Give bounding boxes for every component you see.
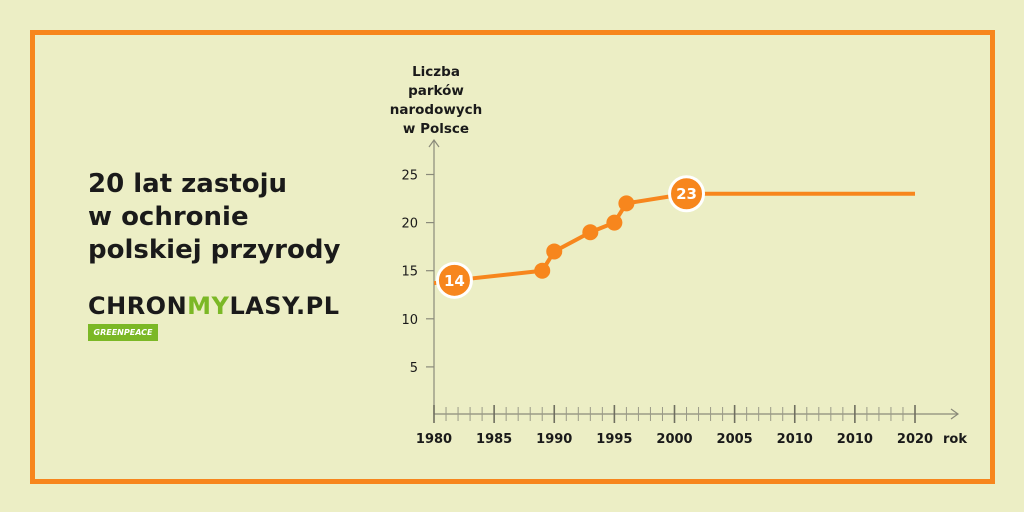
x-axis-arrow	[950, 408, 960, 420]
brand-part-2: MY	[187, 292, 230, 320]
y-axis-title-line: narodowych	[390, 102, 482, 118]
x-ticks: 1980 1985 1990 1995 2000 2005 2010 2010 2020	[416, 405, 933, 447]
y-tick-label: 10	[401, 313, 418, 328]
x-tick-label: 2005	[717, 432, 753, 447]
y-axis-title-line: w Polsce	[403, 121, 469, 137]
x-tick-label: 2020	[897, 432, 933, 447]
y-axis-arrow	[428, 138, 440, 148]
brand-logo[interactable]: CHRONMYLASY.PL	[88, 292, 340, 320]
orange-frame	[30, 30, 995, 484]
headline-line-1: 20 lat zastoju	[88, 169, 288, 199]
x-axis-title: rok	[943, 432, 967, 447]
x-tick-label: 1990	[536, 432, 572, 447]
brand-part-3: LASY.PL	[229, 292, 340, 320]
x-tick-label: 1995	[596, 432, 632, 447]
y-tick-label: 15	[401, 265, 418, 280]
x-tick-label: 2010	[777, 432, 813, 447]
y-ticks: 5 10 15 20 25	[401, 169, 434, 376]
data-label: 23	[676, 185, 697, 203]
labelled-data-point	[668, 175, 706, 213]
headline-line-3: polskiej przyrody	[88, 235, 341, 265]
x-tick-label: 2000	[656, 432, 692, 447]
y-axis-title: Liczba parków narodowych w Polsce	[390, 64, 482, 137]
brand-part-1: CHRON	[88, 292, 188, 320]
headline: 20 lat zastoju w ochronie polskiej przyr…	[88, 168, 340, 267]
y-tick-label: 25	[401, 169, 418, 184]
data-point	[618, 195, 635, 212]
headline-line-2: w ochronie	[88, 202, 249, 232]
series-line: 14 23	[433, 175, 915, 299]
chart-axes	[428, 138, 960, 420]
data-point	[606, 214, 623, 231]
x-tick-label: 1985	[476, 432, 512, 447]
data-point	[534, 262, 551, 279]
y-axis-title-line: Liczba	[412, 64, 460, 80]
x-tick-label: 1980	[416, 432, 452, 447]
y-tick-label: 20	[401, 217, 418, 232]
data-point	[582, 224, 599, 241]
data-label: 14	[444, 272, 465, 290]
data-point	[546, 243, 563, 260]
x-tick-label: 2010	[837, 432, 873, 447]
y-axis-title-line: parków	[408, 83, 464, 99]
labelled-data-point	[435, 261, 473, 299]
greenpeace-badge[interactable]: GREENPEACE	[88, 324, 158, 341]
y-tick-label: 5	[410, 361, 418, 376]
